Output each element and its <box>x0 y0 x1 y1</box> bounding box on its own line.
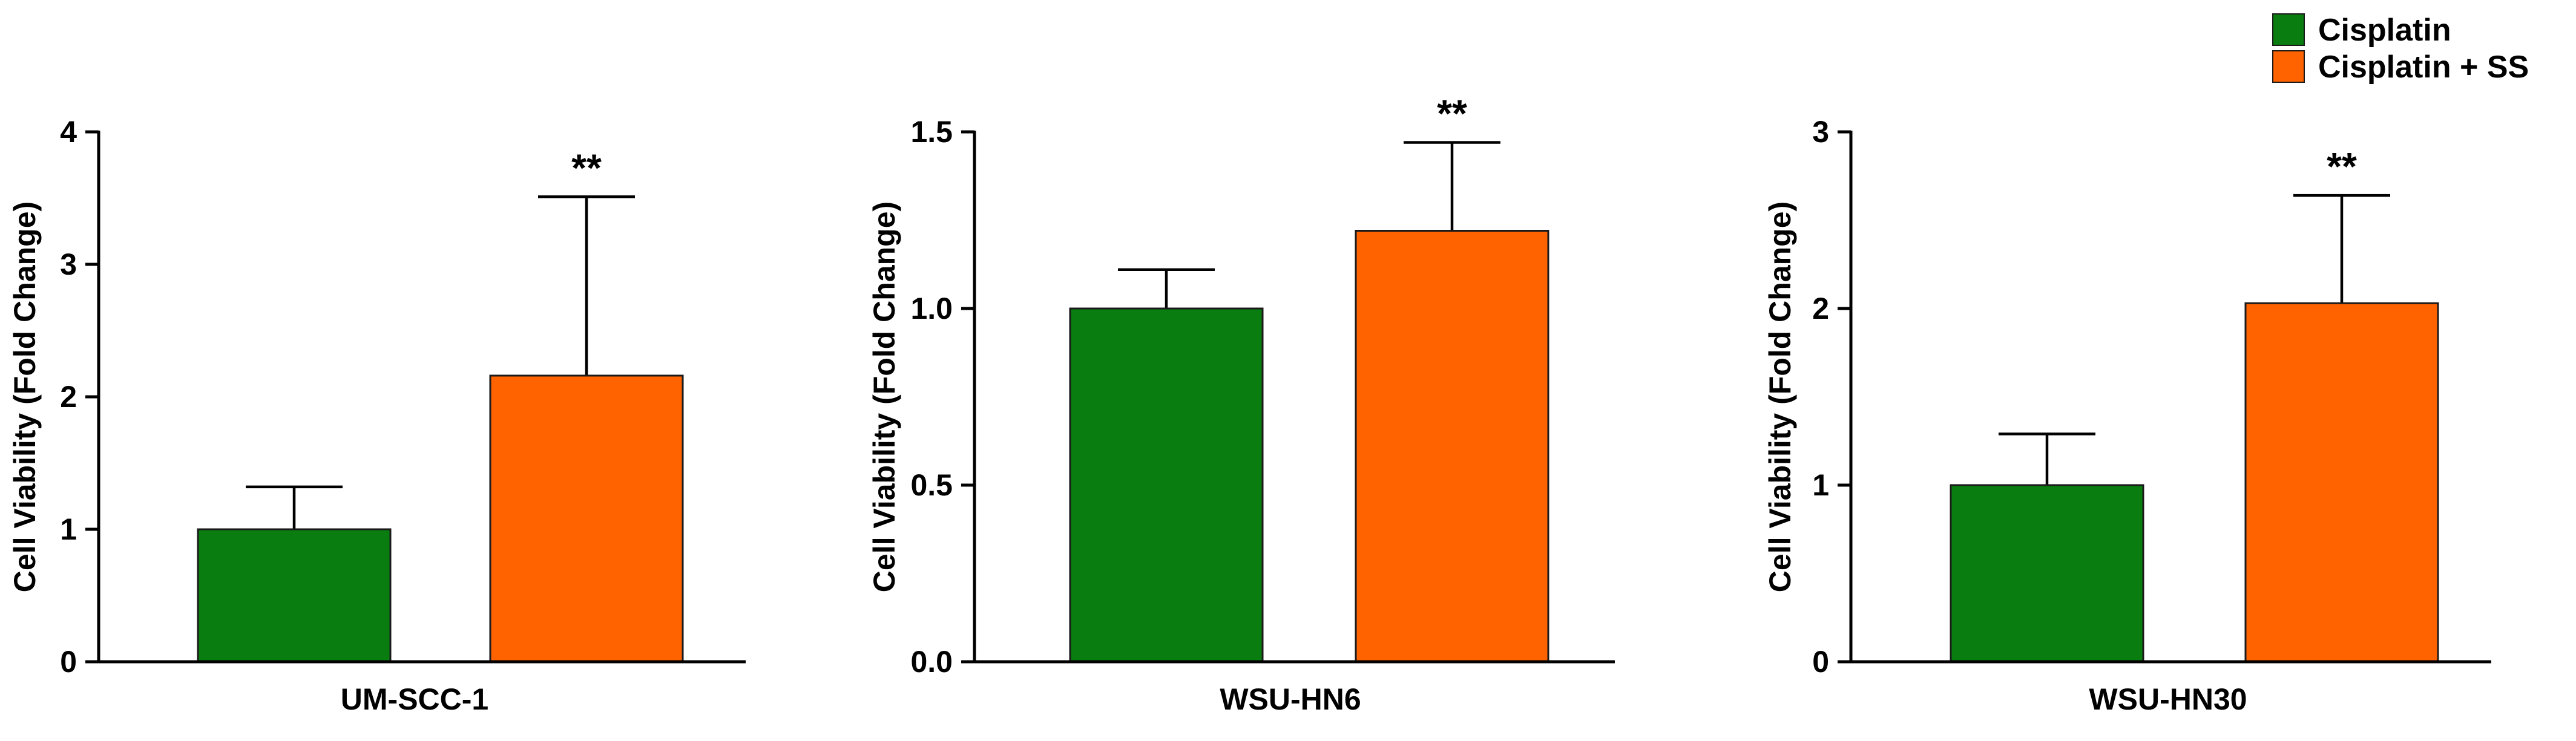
bar <box>489 374 684 663</box>
y-tick-label: 2 <box>60 380 77 414</box>
y-axis-label: Cell Viability (Fold Change) <box>8 201 42 592</box>
significance-marker: ** <box>571 146 602 189</box>
y-tick-label: 1.5 <box>910 115 953 149</box>
y-tick-label: 3 <box>1812 115 1829 149</box>
y-tick-label: 0.5 <box>910 468 953 502</box>
y-tick-label: 0.0 <box>910 645 953 679</box>
significance-marker: ** <box>2327 145 2357 188</box>
y-tick-label: 1.0 <box>910 292 953 325</box>
x-axis-label: WSU-HN30 <box>2089 682 2247 716</box>
x-axis-label: UM-SCC-1 <box>341 682 488 716</box>
y-tick-label: 0 <box>1812 645 1829 679</box>
legend-label: Cisplatin + SS <box>2318 50 2529 85</box>
significance-marker: ** <box>1437 92 1467 135</box>
y-tick-label: 1 <box>1812 468 1829 502</box>
legend-swatch <box>2272 50 2305 83</box>
y-axis-label: Cell Viability (Fold Change) <box>867 201 901 592</box>
bar <box>197 528 392 663</box>
legend-item: Cisplatin <box>2272 13 2451 48</box>
chart-panel-2: ** 0.0 0.5 1.0 1.5 Cell Viability (Fold Chang… <box>867 92 1615 716</box>
bar <box>1355 230 1549 663</box>
y-tick-label: 1 <box>60 512 77 546</box>
y-tick-label: 3 <box>60 247 77 281</box>
legend-label: Cisplatin <box>2318 13 2451 48</box>
chart-panel-1: ** 0 1 2 3 4 Cell Viability (Fold Change) UM-SC… <box>8 115 746 716</box>
bar <box>1950 484 2144 663</box>
chart-panel-3: ** 0 1 2 3 Cell Viability (Fold Change) WSU-HN… <box>1763 115 2491 716</box>
bar <box>2244 302 2439 663</box>
y-tick-label: 4 <box>60 115 77 149</box>
x-axis-label: WSU-HN6 <box>1220 682 1361 716</box>
bar <box>1069 307 1264 663</box>
legend-swatch <box>2272 13 2305 46</box>
y-tick-label: 0 <box>60 645 77 679</box>
y-tick-label: 2 <box>1812 292 1829 325</box>
y-axis-label: Cell Viability (Fold Change) <box>1763 201 1797 592</box>
legend-item: Cisplatin + SS <box>2272 50 2529 85</box>
